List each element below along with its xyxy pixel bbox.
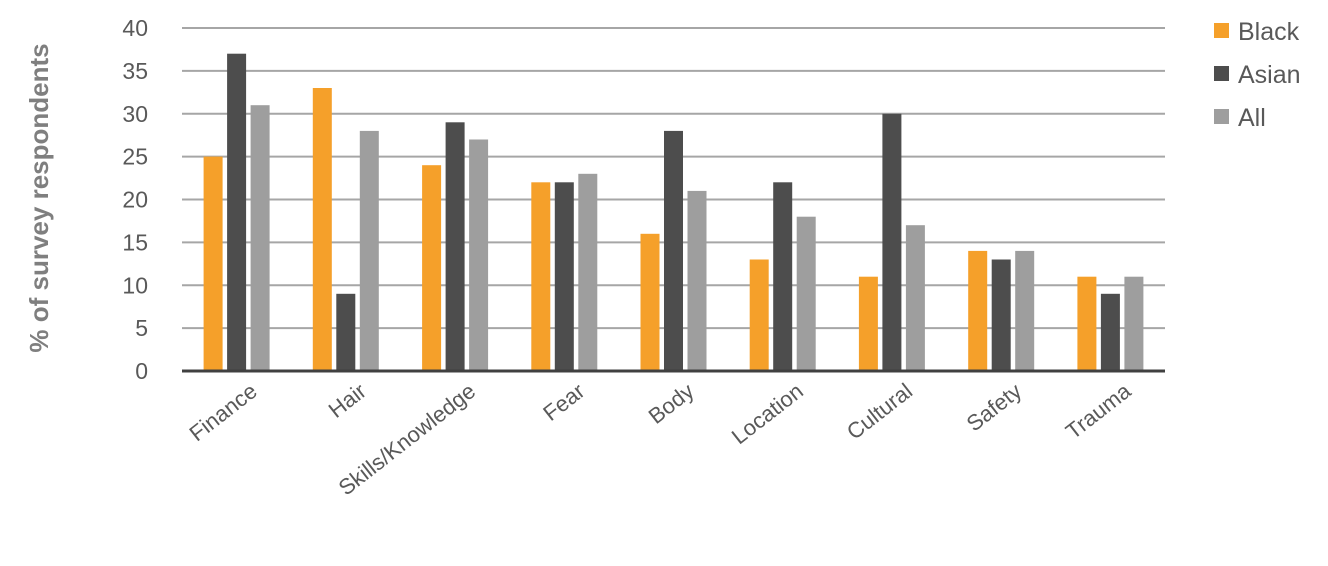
category-label: Safety — [962, 378, 1027, 436]
y-axis-label: % of survey respondents — [24, 43, 54, 352]
legend-label-all: All — [1238, 104, 1266, 132]
category-label: Trauma — [1061, 378, 1136, 444]
y-tick-labels: 0 5 10 15 20 25 30 35 40 — [122, 15, 148, 384]
bars — [203, 53, 1144, 372]
y-tick-label: 35 — [122, 58, 148, 84]
category-label: Hair — [324, 378, 371, 423]
bar-black — [312, 88, 332, 371]
bar-asian — [882, 113, 902, 372]
legend-label-black: Black — [1238, 18, 1300, 46]
bar-asian — [554, 182, 574, 371]
bar-all — [905, 225, 925, 371]
bar-asian — [227, 53, 247, 371]
bar-black — [858, 276, 878, 371]
y-tick-label: 40 — [122, 15, 148, 41]
category-label: Fear — [538, 378, 589, 426]
y-tick-label: 0 — [135, 358, 148, 384]
legend: Black Asian All — [1214, 18, 1301, 132]
legend-swatch-asian — [1214, 66, 1229, 81]
bar-black — [1077, 276, 1097, 371]
bar-asian — [445, 122, 465, 371]
y-tick-label: 10 — [122, 272, 148, 298]
y-tick-label: 20 — [122, 187, 148, 213]
legend-swatch-black — [1214, 23, 1229, 38]
bar-all — [687, 190, 707, 371]
y-tick-label: 25 — [122, 144, 148, 170]
category-label: Cultural — [842, 378, 917, 444]
category-label: Finance — [185, 378, 262, 446]
category-label: Body — [644, 378, 699, 429]
bar-asian — [1100, 293, 1120, 371]
y-tick-label: 30 — [122, 101, 148, 127]
bar-black — [422, 165, 442, 371]
bar-asian — [336, 293, 356, 371]
y-tick-label: 5 — [135, 315, 148, 341]
bar-all — [469, 139, 489, 371]
bar-asian — [773, 182, 793, 371]
bar-all — [578, 173, 598, 371]
bar-black — [203, 156, 223, 371]
bar-all — [1015, 250, 1035, 371]
bar-black — [531, 182, 551, 371]
bar-black — [968, 250, 988, 371]
bar-black — [640, 233, 660, 371]
legend-swatch-all — [1214, 109, 1229, 124]
bar-black — [749, 259, 769, 371]
y-tick-label: 15 — [122, 229, 148, 255]
bar-all — [359, 130, 379, 371]
bar-asian — [664, 130, 683, 371]
bar-asian — [991, 259, 1011, 371]
bar-all — [250, 105, 270, 371]
legend-label-asian: Asian — [1238, 61, 1301, 89]
category-label: Location — [727, 378, 808, 449]
bar-all — [1124, 276, 1144, 371]
bar-all — [796, 216, 816, 371]
